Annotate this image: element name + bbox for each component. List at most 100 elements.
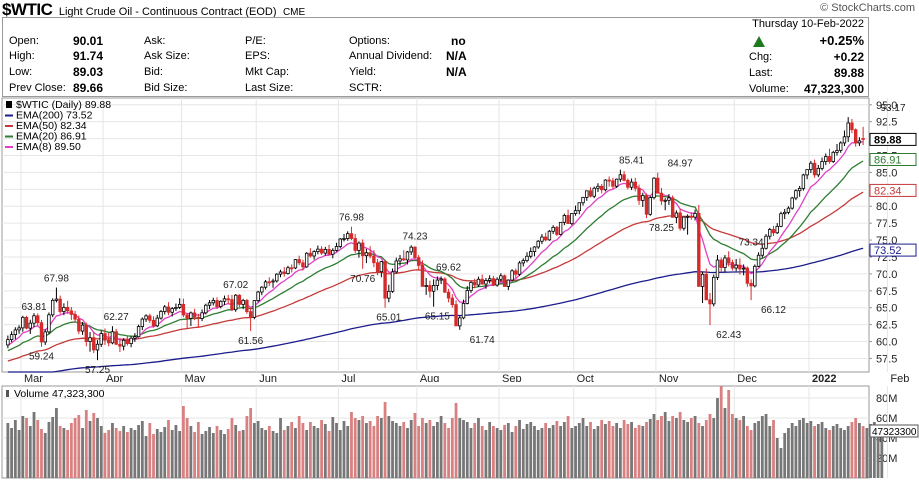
candle [267,277,272,287]
candle-body [398,258,402,262]
candle-body [626,179,630,188]
legend-volume-icon [6,390,9,397]
volume-bar [58,426,62,478]
candle-body [461,302,466,319]
candle-body [21,316,25,329]
volume-bar [140,421,144,478]
candle-body [577,202,581,212]
candle [517,261,522,276]
candle [245,298,249,314]
candle [136,324,141,338]
candle [637,184,641,205]
candle-body [708,299,712,305]
candle [633,177,638,192]
candle-body [319,248,324,254]
candle [678,208,682,231]
volume-bar [480,426,484,478]
candle [835,144,839,156]
low-label: Low: [9,66,33,78]
candle-body [133,336,137,339]
candle-body [323,249,328,254]
volume-bar [559,426,563,478]
last-label: Last: [749,67,773,79]
candle-body [484,280,488,285]
volume-bar [368,421,372,478]
high-value: 91.74 [73,49,104,63]
candle-body [712,276,716,305]
candle-body [734,264,738,269]
candle [9,331,14,343]
volume-bar [66,430,70,478]
candle-body [62,306,66,312]
price-annotation: 84.97 [668,159,693,170]
candle-body [215,300,219,307]
volume-bar [533,426,536,478]
candle-body [286,267,290,274]
candle-body [405,251,410,261]
candle [219,300,223,309]
candle [476,276,481,287]
candle-body [88,337,92,342]
volume-bar [551,425,555,478]
candle [850,118,854,134]
volume-bar [21,416,25,478]
volume-bar [81,428,84,478]
candle [133,333,137,342]
volume-bar [506,423,510,478]
volume-bar [372,426,376,478]
volume-bar [159,432,163,478]
candle [207,299,212,310]
volume-bar [760,416,764,478]
candle [756,252,761,268]
candle [816,164,821,178]
volume-bar [129,428,133,478]
legend-ema200: EMA(200) 73.52 [16,110,93,122]
volume-bar [693,416,697,478]
candle [614,178,619,188]
candle-body [618,174,623,180]
volume-bar [518,420,521,478]
volume-bar [521,429,525,478]
volume-bar [36,420,40,478]
time-tick-label: Oct [577,373,594,382]
ema20-line [7,160,864,352]
candle-body [521,260,525,264]
candle-body [835,149,839,153]
candle [861,126,865,146]
candle-body [226,298,230,301]
price-tick-label: 67.5 [876,286,897,298]
volume-bar [256,421,260,478]
candle [125,336,130,346]
candle [555,225,559,237]
high-label: High: [9,50,35,62]
candle [783,208,787,220]
volume-bar [645,422,648,478]
candle [50,298,55,318]
candle-body [846,122,850,138]
candle-body [394,260,398,273]
volume-bar [787,428,790,478]
volume-bar [548,428,551,478]
candle [342,233,346,242]
candle-body [316,248,320,252]
candle [775,223,779,234]
price-tag: 82.34 [874,185,902,197]
candle [446,288,451,303]
ema200-line [7,247,864,373]
volume-bar [383,402,387,478]
volume-bar [618,428,622,478]
candle-body [174,306,178,309]
candle-body [159,311,163,319]
volume-bar [566,416,570,478]
candle-body [831,151,835,162]
candle [431,279,436,307]
candle-body [480,278,484,285]
volume-bar [137,425,140,478]
candle [286,265,290,275]
candle-body [809,162,813,170]
volume-bar [99,426,103,478]
price-tick-label: 92.5 [876,117,897,129]
legend-ema20: EMA(20) 86.91 [16,131,87,143]
volume-bar [148,423,152,478]
volume-bar [731,414,734,478]
